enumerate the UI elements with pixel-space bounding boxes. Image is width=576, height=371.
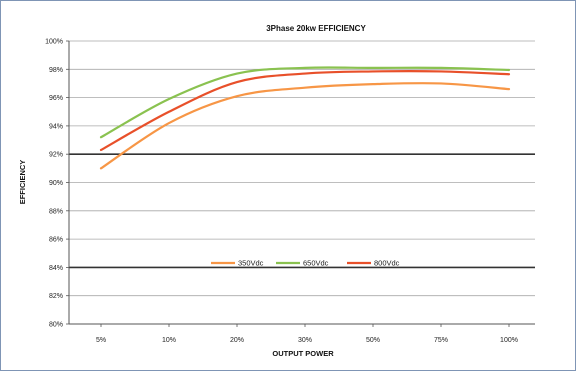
series-line-350vdc: [99, 82, 511, 170]
legend-label: 800Vdc: [374, 259, 400, 268]
y-axis-label: EFFICIENCY: [18, 160, 27, 205]
y-tick-label: 100%: [45, 39, 63, 46]
x-tick-label: 100%: [500, 337, 518, 344]
series-line-650vdc: [99, 66, 511, 139]
y-tick-label: 82%: [49, 293, 63, 300]
x-tick-label: 10%: [162, 337, 176, 344]
x-tick-label: 75%: [434, 337, 448, 344]
legend-label: 350Vdc: [238, 259, 264, 268]
y-tick-label: 96%: [49, 95, 63, 102]
series-lines: [99, 66, 511, 170]
x-tick-label: 20%: [230, 337, 244, 344]
y-tick-label: 80%: [49, 322, 63, 329]
x-tick-label: 50%: [366, 337, 380, 344]
y-tick-label: 88%: [49, 208, 63, 215]
y-tick-label: 98%: [49, 67, 63, 74]
legend-label: 650Vdc: [303, 259, 329, 268]
x-axis-label: OUTPUT POWER: [272, 349, 334, 358]
y-tick-label: 92%: [49, 152, 63, 159]
y-tick-labels: 80% 82% 84% 86% 88% 90% 92% 94% 96% 98% 100%: [45, 39, 63, 329]
y-tick-label: 90%: [49, 180, 63, 187]
gridlines: [66, 40, 535, 325]
series-line-800vdc: [99, 70, 511, 152]
y-tick-label: 84%: [49, 265, 63, 272]
y-tick-label: 86%: [49, 237, 63, 244]
x-tick-labels: 5% 10% 20% 30% 50% 75% 100%: [96, 324, 518, 344]
legend: 350Vdc 650Vdc 800Vdc: [211, 259, 400, 268]
x-tick-label: 5%: [96, 337, 106, 344]
chart-title: 3Phase 20kw EFFICIENCY: [266, 24, 366, 33]
x-tick-label: 30%: [298, 337, 312, 344]
y-tick-label: 94%: [49, 123, 63, 130]
